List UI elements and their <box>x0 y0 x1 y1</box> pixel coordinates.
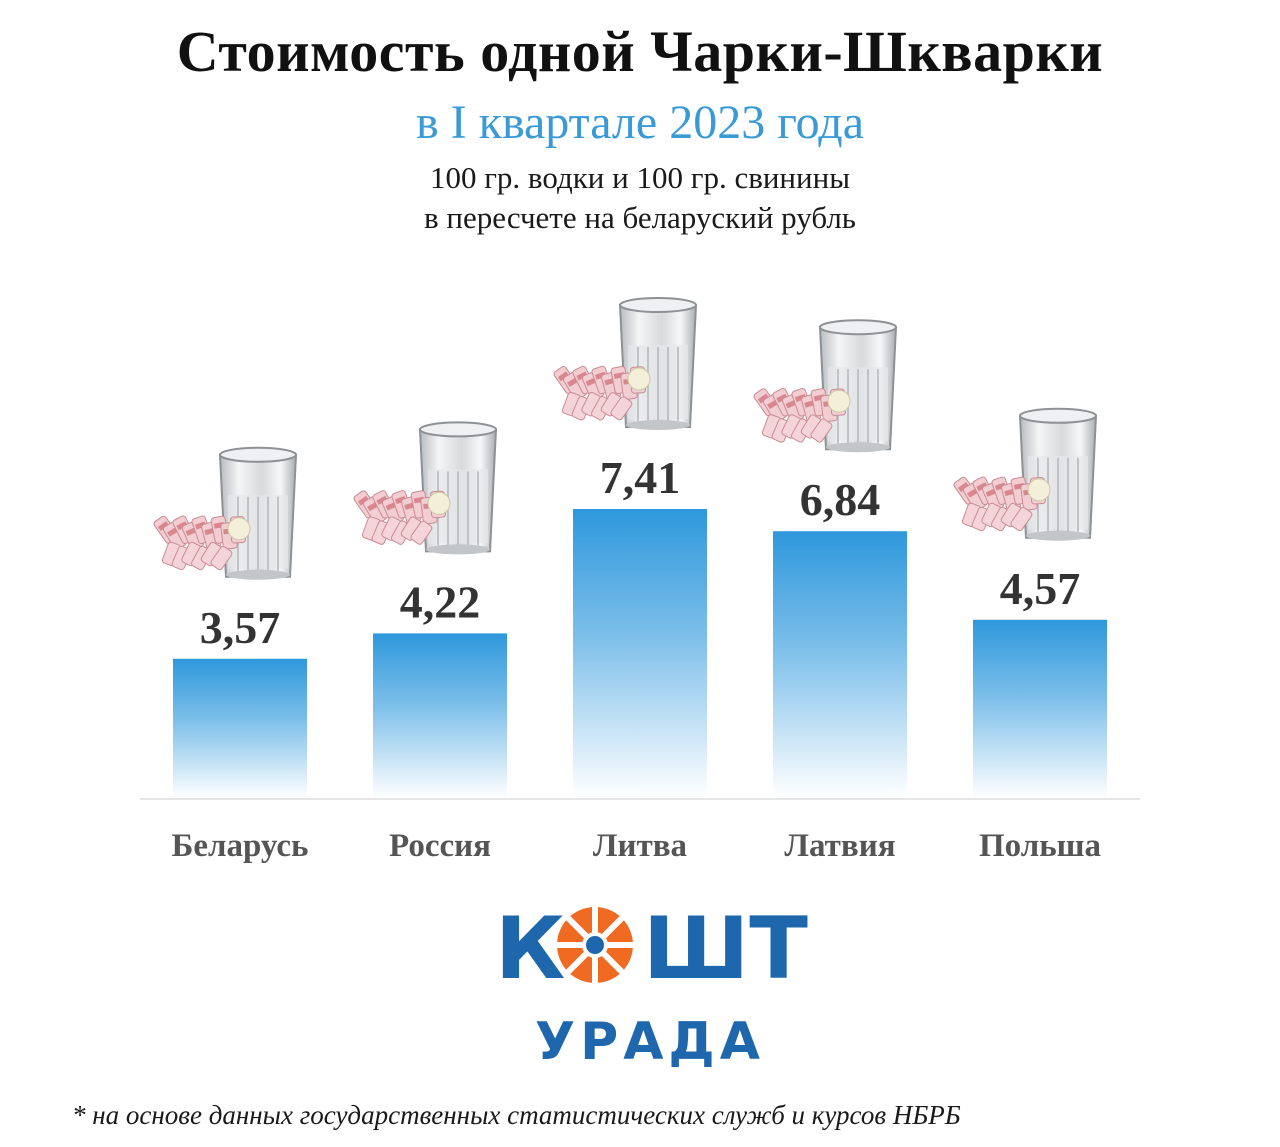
category-label: Латвия <box>784 828 895 864</box>
pork-lard-icon <box>553 365 651 421</box>
footnote: * на основе данных государственных стати… <box>72 1100 961 1130</box>
orange-slice-icon <box>555 905 635 985</box>
data-label: 6,84 <box>800 474 881 525</box>
pork-lard-icon <box>753 387 851 443</box>
bar <box>373 633 507 798</box>
logo-letter-k: К <box>495 900 565 990</box>
bar <box>573 509 707 798</box>
pork-lard-icon <box>153 515 251 571</box>
bar-group: 7,41 Литва <box>553 297 707 864</box>
data-label: 3,57 <box>200 602 281 653</box>
bar <box>773 531 907 798</box>
chart-subtitle: в I квартале 2023 года <box>415 96 865 149</box>
category-label: Польша <box>979 828 1101 864</box>
logo: К ШТ <box>495 900 808 990</box>
vodka-glass-icon <box>218 446 298 580</box>
bar-group: 4,22 Россия <box>353 421 507 864</box>
vodka-glass-icon <box>418 421 498 555</box>
bar <box>973 619 1107 798</box>
logo-letters-sht: ШТ <box>643 900 808 990</box>
bar <box>173 658 307 798</box>
data-label: 7,41 <box>600 452 681 503</box>
bar-group: 3,57 Беларусь <box>153 446 309 864</box>
chart-description-line-2: в пересчете на беларуский рубль <box>424 200 856 235</box>
chart-title: Стоимость одной Чарки-Шкварки <box>176 19 1104 84</box>
vodka-glass-icon <box>618 297 698 430</box>
bar-chart: 3,57 Беларусь 4,22 Россия 7,41 Литва 6,84 Латви… <box>140 297 1140 864</box>
category-label: Россия <box>389 828 491 864</box>
vodka-glass-icon <box>818 319 898 453</box>
vodka-glass-icon <box>1018 407 1098 541</box>
data-label: 4,57 <box>1000 563 1081 614</box>
bar-group: 6,84 Латвия <box>753 319 907 864</box>
chart-description-line-1: 100 гр. водки и 100 гр. свинины <box>429 160 851 195</box>
pork-lard-icon <box>953 476 1051 532</box>
pork-lard-icon <box>353 490 451 545</box>
logo-subtext: УРАДА <box>534 1012 765 1072</box>
category-label: Беларусь <box>172 828 309 864</box>
bar-group: 4,57 Польша <box>953 407 1107 864</box>
data-label: 4,22 <box>400 576 481 627</box>
category-label: Литва <box>593 828 687 864</box>
